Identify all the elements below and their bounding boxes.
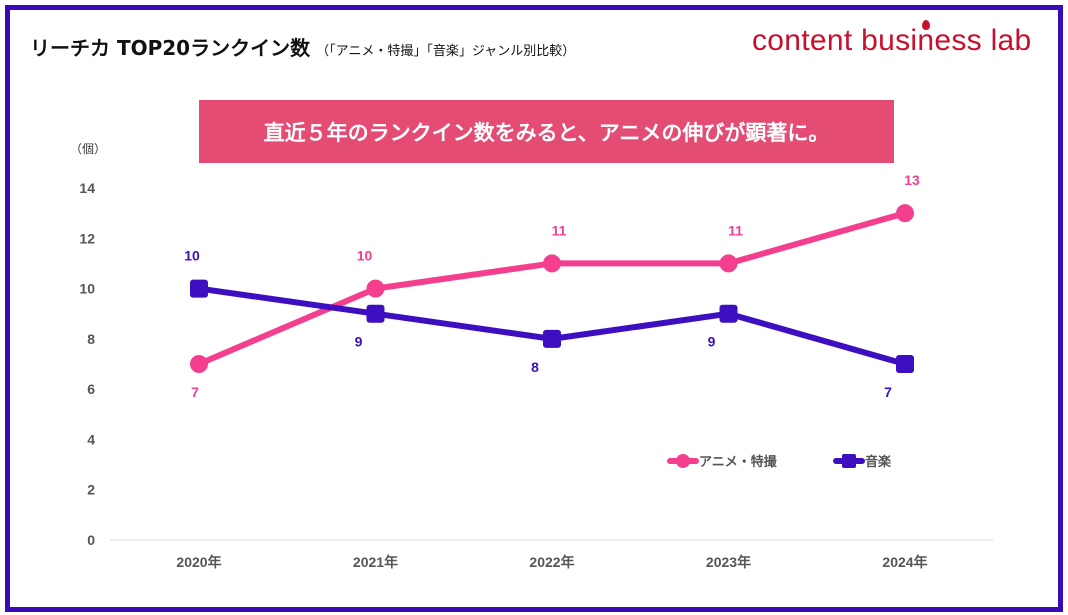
data-label: 10 — [184, 248, 200, 264]
data-point — [896, 355, 914, 373]
data-point — [190, 279, 208, 298]
legend-label: 音楽 — [865, 454, 892, 470]
y-tick-label: 12 — [79, 230, 95, 246]
y-tick-label: 14 — [79, 180, 95, 196]
x-tick-label: 2022年 — [529, 554, 574, 570]
chart-title: リーチカ TOP20ランクイン数 （「アニメ・特撮」「音楽」ジャンル別比較） — [30, 32, 575, 61]
data-point — [719, 304, 738, 323]
legend-marker — [676, 454, 690, 468]
data-label: 11 — [552, 222, 567, 238]
data-label: 7 — [884, 384, 892, 400]
legend-label: アニメ・特撮 — [699, 454, 778, 470]
legend-marker — [842, 454, 856, 468]
title-text: リーチカ TOP20ランクイン数 — [30, 36, 311, 60]
y-tick-label: 6 — [87, 381, 95, 397]
y-tick-label: 2 — [87, 482, 95, 498]
x-tick-label: 2023年 — [706, 554, 751, 570]
data-label: 9 — [355, 334, 363, 350]
data-label: 8 — [531, 359, 539, 375]
subtitle-text: （「アニメ・特撮」「音楽」ジャンル別比較） — [316, 44, 576, 59]
x-tick-label: 2020年 — [176, 554, 221, 570]
x-tick-label: 2024年 — [882, 554, 927, 570]
data-point — [896, 204, 914, 223]
y-tick-label: 8 — [87, 331, 95, 347]
data-point — [543, 329, 561, 348]
data-point — [366, 304, 385, 323]
data-label: 11 — [728, 222, 743, 238]
y-tick-label: 0 — [87, 532, 95, 548]
logo-drop-icon — [922, 20, 930, 30]
data-label: 10 — [357, 248, 373, 264]
logo: content business lab — [752, 24, 1032, 57]
data-point — [190, 355, 208, 373]
data-label: 7 — [191, 384, 199, 400]
data-point — [719, 254, 738, 273]
y-tick-label: 10 — [79, 281, 95, 297]
y-axis-unit: （個） — [70, 142, 107, 156]
series-line-1 — [198, 285, 906, 367]
headline-banner: 直近５年のランクイン数をみると、アニメの伸びが顕著に。 — [199, 100, 894, 163]
data-point — [366, 279, 385, 298]
x-tick-label: 2021年 — [353, 554, 398, 570]
data-point — [543, 254, 561, 273]
data-label: 13 — [904, 172, 920, 188]
y-tick-label: 4 — [87, 431, 95, 447]
data-label: 9 — [708, 334, 716, 350]
